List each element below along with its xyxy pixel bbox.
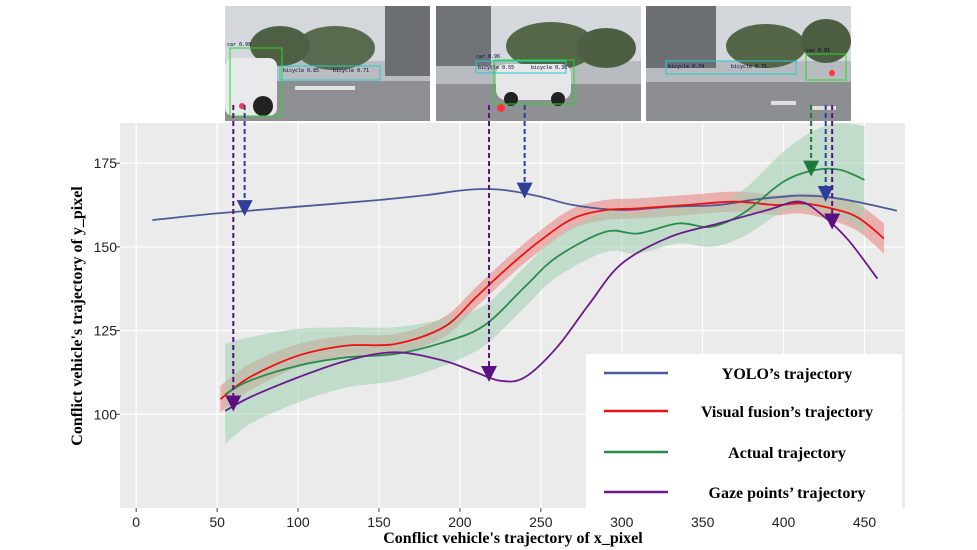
x-tick-label: 50 (209, 514, 225, 530)
gaze-point-icon (239, 103, 245, 109)
series-line (224, 167, 865, 395)
detection-label: car 0.96 (476, 54, 500, 60)
series-lines (152, 167, 898, 412)
x-tick-label: 450 (853, 514, 877, 530)
x-tick-label: 400 (772, 514, 796, 530)
annotation-arrows (225, 105, 841, 412)
y-tick-label: 100 (94, 406, 118, 422)
legend-label: YOLO’s trajectory (722, 366, 852, 383)
detection-label: bicycle 0.36 (531, 65, 567, 71)
detection-label: car 0.98 (227, 42, 251, 48)
series-line (224, 200, 879, 412)
confidence-band (220, 191, 884, 413)
x-axis-label: Conflict vehicle's trajectory of x_pixel (383, 530, 643, 547)
confidence-band (225, 122, 865, 445)
series-line (219, 200, 885, 400)
y-tick-label: 175 (94, 155, 118, 171)
gaze-point-icon (497, 104, 505, 112)
legend-label: Actual trajectory (728, 445, 846, 462)
detection-label: car 0.91 (806, 48, 830, 54)
y-axis-label: Conflict vehicle's trajectory of y_pixel (69, 186, 86, 446)
detection-label: bicycle 0.74 (668, 64, 704, 70)
scene-image-2: car 0.96 bicycle 0.55 bicycle 0.36 (436, 6, 641, 121)
x-tick-label: 150 (367, 514, 391, 530)
detection-label: bicycle 0.71 (333, 68, 369, 74)
scene-image-3: car 0.91 bicycle 0.74 bicycle 0.71 (646, 6, 851, 121)
y-ticks: 100 125 150 175 (94, 155, 120, 422)
x-tick-label: 100 (286, 514, 310, 530)
legend-box (586, 354, 902, 514)
confidence-bands (220, 122, 884, 445)
detection-label: bicycle 0.71 (731, 64, 767, 70)
y-tick-label: 150 (94, 239, 118, 255)
legend: YOLO’s trajectory Visual fusion’s traject… (586, 354, 902, 514)
x-tick-label: 200 (448, 514, 472, 530)
scene-image-1: car 0.98 bicycle 0.85 bicycle 0.71 (225, 6, 430, 121)
x-tick-label: 300 (610, 514, 634, 530)
legend-label: Visual fusion’s trajectory (701, 404, 873, 421)
x-ticks: 0 50 100 150 200 250 300 350 400 450 (132, 508, 876, 530)
series-line (152, 188, 898, 221)
x-tick-label: 350 (691, 514, 715, 530)
detection-label: bicycle 0.55 (478, 65, 514, 71)
x-tick-label: 250 (529, 514, 553, 530)
y-tick-label: 125 (94, 323, 118, 339)
legend-label: Gaze points’ trajectory (709, 485, 866, 502)
detection-label: bicycle 0.85 (283, 68, 319, 74)
gaze-point-icon (829, 70, 835, 76)
x-tick-label: 0 (132, 514, 140, 530)
